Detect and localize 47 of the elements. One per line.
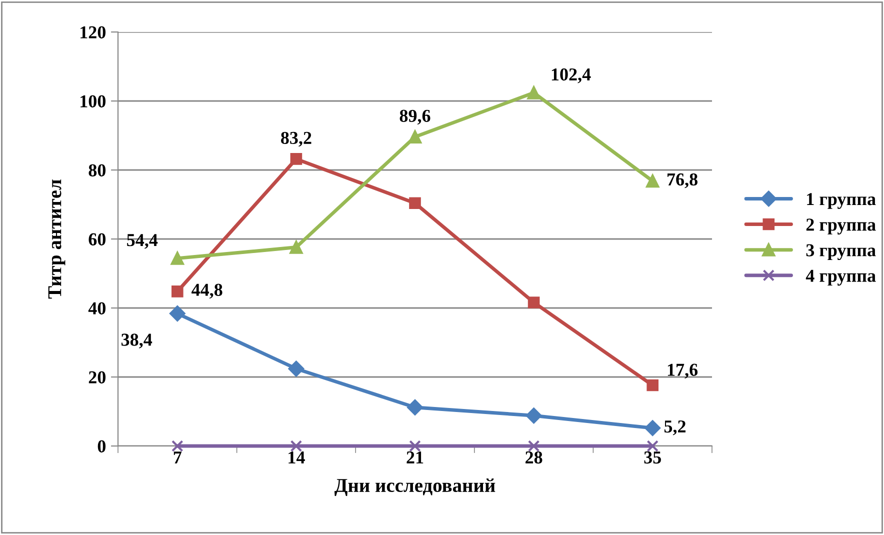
y-tick-label: 60 bbox=[88, 233, 106, 246]
y-tick-label: 80 bbox=[88, 164, 106, 176]
point bbox=[290, 240, 303, 254]
point bbox=[407, 399, 423, 416]
data-label: 102,4 bbox=[552, 68, 591, 84]
data-label: 83,2 bbox=[281, 132, 312, 147]
data-label: 89,6 bbox=[400, 110, 430, 125]
data-label: 5,2 bbox=[664, 420, 686, 436]
legend-label: 1 группа bbox=[807, 193, 876, 209]
y-axis-title: Титр антител bbox=[48, 180, 66, 299]
legend-label: 3 группа bbox=[806, 244, 876, 260]
point bbox=[646, 379, 659, 392]
data-label: 38,4 bbox=[121, 334, 152, 348]
point bbox=[646, 440, 659, 452]
x-tick-label: 28 bbox=[526, 451, 542, 464]
y-tick-label: 120 bbox=[80, 26, 106, 38]
data-label: 76,8 bbox=[668, 173, 698, 188]
point bbox=[290, 440, 302, 452]
point bbox=[526, 408, 542, 424]
point bbox=[170, 252, 184, 265]
y-tick-label: 100 bbox=[80, 95, 106, 108]
point bbox=[408, 130, 422, 144]
point bbox=[171, 440, 184, 452]
data-label: 54,4 bbox=[127, 234, 158, 249]
x-tick-label: 21 bbox=[406, 451, 424, 464]
point bbox=[171, 286, 184, 298]
x-tick-label: 7 bbox=[174, 452, 182, 464]
y-tick-label: 40 bbox=[88, 302, 106, 314]
legend-label: 2 группа bbox=[806, 218, 876, 234]
x-tick-label: 35 bbox=[644, 451, 661, 464]
point bbox=[528, 440, 540, 452]
point bbox=[290, 153, 302, 165]
legend-label: 4 группа bbox=[806, 270, 876, 286]
x-axis-title: Дни исследований bbox=[334, 478, 496, 496]
data-label: 17,6 bbox=[668, 364, 698, 379]
point bbox=[409, 197, 421, 210]
x-tick-label: 14 bbox=[288, 451, 305, 464]
point bbox=[409, 440, 421, 452]
data-label: 44,8 bbox=[192, 284, 222, 299]
point bbox=[528, 296, 540, 308]
point bbox=[288, 360, 304, 377]
y-tick-label: 0 bbox=[98, 440, 106, 452]
y-tick-label: 20 bbox=[88, 371, 106, 384]
point bbox=[169, 306, 186, 322]
point bbox=[644, 420, 661, 436]
point bbox=[527, 86, 540, 100]
point bbox=[646, 174, 660, 188]
